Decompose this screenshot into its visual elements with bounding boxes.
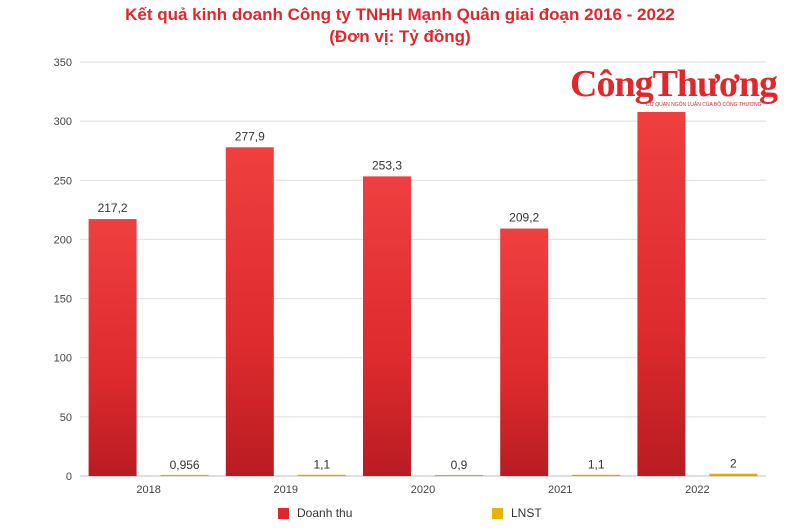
- y-tick-label: 350: [54, 57, 72, 69]
- y-tick-label: 100: [54, 353, 72, 365]
- bar-doanh-thu: [500, 228, 549, 476]
- legend-swatch-gold: [492, 507, 503, 519]
- data-label-lnst: 2: [730, 457, 737, 471]
- bar-lnst: [572, 474, 621, 476]
- x-tick-label: 2019: [274, 484, 298, 496]
- bar-doanh-thu: [637, 108, 686, 476]
- y-tick-label: 250: [54, 175, 72, 187]
- data-label-lnst: 1,1: [588, 458, 605, 472]
- logo-tagline: CƠ QUAN NGÔN LUẬN CỦA BỘ CÔNG THƯƠNG: [646, 102, 762, 108]
- bar-lnst: [160, 474, 209, 476]
- bar-doanh-thu: [363, 176, 411, 477]
- legend-item-lnst[interactable]: LNST: [492, 506, 542, 520]
- x-tick-label: 2018: [136, 484, 160, 496]
- x-tick-label: 2020: [411, 484, 435, 496]
- data-label-lnst: 1,1: [313, 458, 330, 472]
- data-label-doanh-thu: 217,2: [98, 201, 128, 215]
- y-tick-label: 300: [54, 116, 72, 128]
- y-tick-label: 200: [54, 234, 72, 246]
- legend-item-doanh-thu[interactable]: Doanh thu: [278, 506, 352, 520]
- bar-doanh-thu: [88, 219, 137, 476]
- data-labels: 217,2 0,956 277,9 1,1 253,3 0,9 209,2 1,1 2: [98, 129, 737, 472]
- x-axis: 2018 2019 2020 2021 2022: [136, 484, 709, 496]
- data-label-lnst: 0,9: [451, 458, 468, 472]
- chart-subtitle: (Đơn vị: Tỷ đồng): [329, 27, 471, 46]
- y-axis: 0 50 100 150 200 250 300 350: [54, 57, 72, 483]
- chart-title-block: Kết quả kinh doanh Công ty TNHH Mạnh Quâ…: [0, 4, 800, 48]
- bar-lnst: [709, 473, 758, 476]
- bar-lnst: [435, 474, 483, 476]
- bar-lnst: [297, 474, 346, 476]
- data-label-doanh-thu: 253,3: [372, 158, 402, 172]
- logo-wordmark: CôngThương: [570, 63, 778, 105]
- chart-title: Kết quả kinh doanh Công ty TNHH Mạnh Quâ…: [125, 5, 675, 24]
- data-label-lnst: 0,956: [170, 458, 200, 472]
- cong-thuong-logo: CôngThương CƠ QUAN NGÔN LUẬN CỦA BỘ CÔNG…: [568, 63, 778, 112]
- data-label-doanh-thu: 209,2: [509, 211, 539, 225]
- y-tick-label: 150: [54, 294, 72, 306]
- legend-swatch-red: [278, 507, 289, 519]
- y-tick-label: 50: [60, 412, 72, 424]
- bar-doanh-thu: [225, 147, 274, 476]
- legend-label: Doanh thu: [297, 506, 353, 520]
- legend-label: LNST: [511, 506, 542, 520]
- x-tick-label: 2021: [548, 484, 572, 496]
- y-tick-label: 0: [66, 471, 72, 483]
- x-tick-label: 2022: [685, 484, 709, 496]
- bars: [88, 108, 758, 477]
- data-label-doanh-thu: 277,9: [235, 129, 265, 143]
